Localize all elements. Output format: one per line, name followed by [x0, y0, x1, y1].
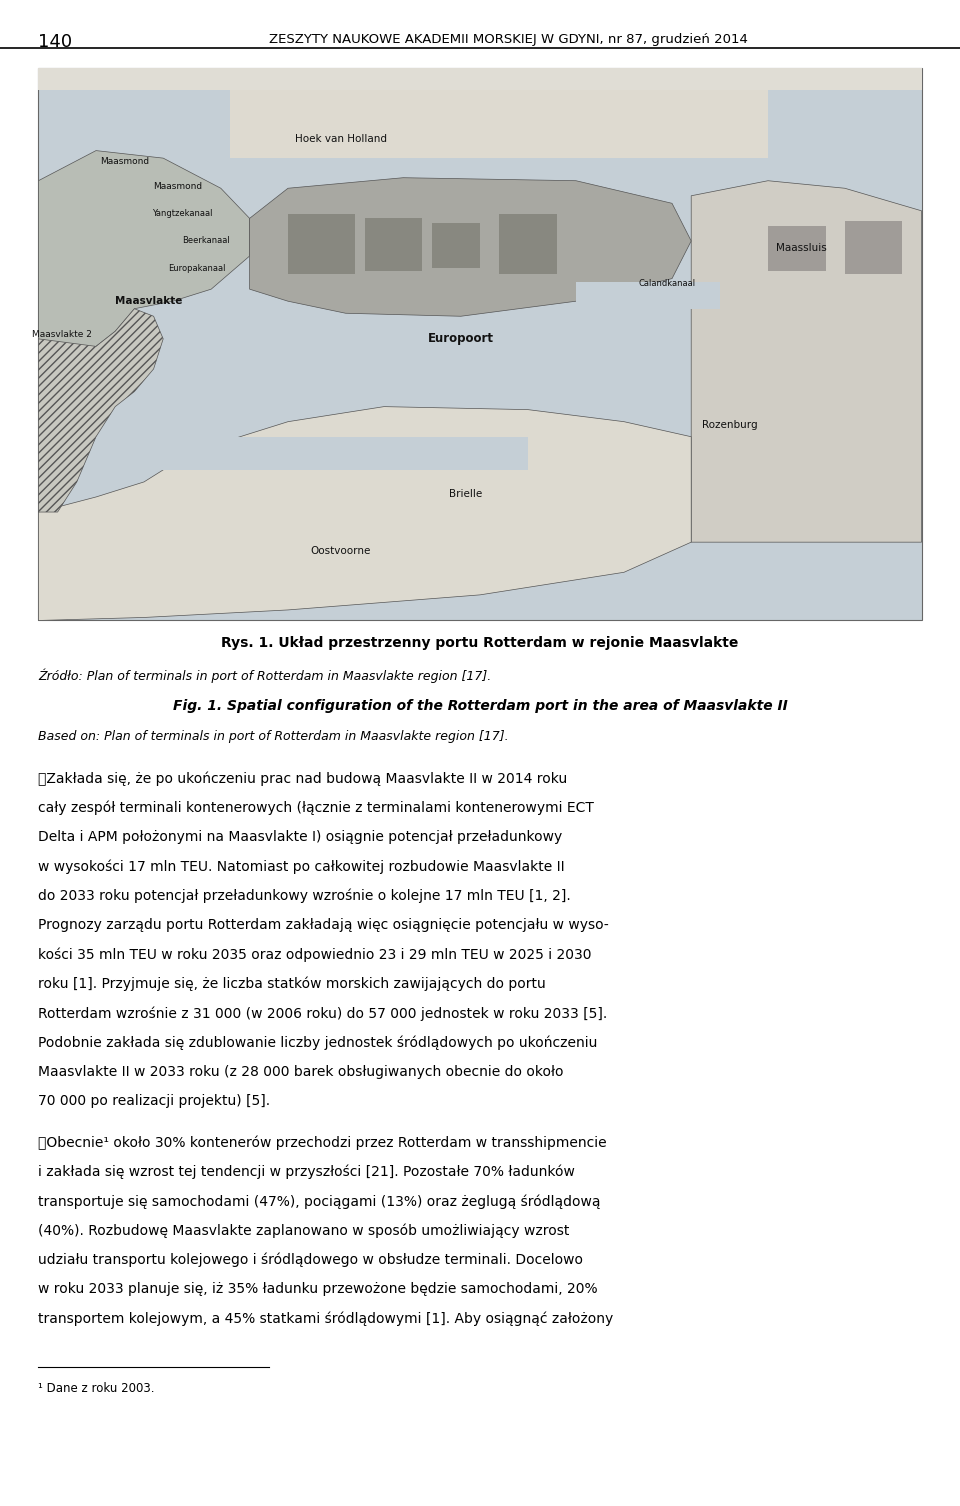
Text: Maasvlakte: Maasvlakte: [115, 297, 182, 306]
Text: Hoek van Holland: Hoek van Holland: [295, 134, 387, 143]
Bar: [499, 214, 557, 274]
Bar: [230, 68, 768, 158]
Text: Calandkanaal: Calandkanaal: [638, 279, 696, 288]
Text: Maasvlakte 2: Maasvlakte 2: [33, 330, 92, 339]
Text: Oostvoorne: Oostvoorne: [311, 547, 371, 556]
Text: Zakłada się, że po ukończeniu prac nad budową Maasvlakte II w 2014 roku: Zakłada się, że po ukończeniu prac nad b…: [38, 771, 567, 786]
Text: Źródło: Plan of terminals in port of Rotterdam in Maasvlakte region [17].: Źródło: Plan of terminals in port of Rot…: [38, 669, 492, 684]
Text: Europakanaal: Europakanaal: [168, 264, 226, 273]
Text: Maassluis: Maassluis: [777, 244, 827, 253]
Polygon shape: [38, 309, 163, 512]
Text: Maasmond: Maasmond: [100, 157, 150, 166]
Text: Fig. 1. Spatial configuration of the Rotterdam port in the area of Maasvlakte II: Fig. 1. Spatial configuration of the Rot…: [173, 699, 787, 712]
Text: w roku 2033 planuje się, iż 35% ładunku przewożone będzie samochodami, 20%: w roku 2033 planuje się, iż 35% ładunku …: [38, 1283, 598, 1297]
Text: ¹ Dane z roku 2003.: ¹ Dane z roku 2003.: [38, 1383, 155, 1395]
Polygon shape: [38, 151, 250, 346]
Text: cały zespół terminali kontenerowych (łącznie z terminalami kontenerowymi ECT: cały zespół terminali kontenerowych (łąc…: [38, 801, 594, 815]
Text: Rys. 1. Układ przestrzenny portu Rotterdam w rejonie Maasvlakte: Rys. 1. Układ przestrzenny portu Rotterd…: [222, 636, 738, 649]
Text: Based on: Plan of terminals in port of Rotterdam in Maasvlakte region [17].: Based on: Plan of terminals in port of R…: [38, 730, 509, 744]
Text: Prognozy zarządu portu Rotterdam zakładają więc osiągnięcie potencjału w wyso-: Prognozy zarządu portu Rotterdam zakłada…: [38, 919, 610, 932]
Text: Maasvlakte II w 2033 roku (z 28 000 barek obsługiwanych obecnie do około: Maasvlakte II w 2033 roku (z 28 000 bare…: [38, 1065, 564, 1078]
Bar: [576, 282, 720, 309]
Text: Rozenburg: Rozenburg: [702, 420, 757, 429]
Text: 140: 140: [38, 33, 73, 51]
Bar: [432, 223, 480, 268]
Text: transportem kolejowym, a 45% statkami śródlądowymi [1]. Aby osiągnąć założony: transportem kolejowym, a 45% statkami śr…: [38, 1312, 613, 1327]
Text: Maasmond: Maasmond: [153, 182, 203, 191]
Text: Brielle: Brielle: [449, 489, 482, 498]
Text: Obecnie¹ około 30% kontenerów przechodzi przez Rotterdam w transshipmencie: Obecnie¹ około 30% kontenerów przechodzi…: [38, 1136, 607, 1151]
Text: Podobnie zakłada się zdublowanie liczby jednostek śródlądowych po ukończeniu: Podobnie zakłada się zdublowanie liczby …: [38, 1036, 598, 1050]
Text: ZESZYTY NAUKOWE AKADEMII MORSKIEJ W GDYNI, nr 87, grudzień 2014: ZESZYTY NAUKOWE AKADEMII MORSKIEJ W GDYN…: [270, 33, 748, 47]
Bar: [144, 437, 528, 470]
Text: Europoort: Europoort: [428, 333, 493, 345]
Text: udziału transportu kolejowego i śródlądowego w obsłudze terminali. Docelowo: udziału transportu kolejowego i śródlądo…: [38, 1253, 584, 1268]
Polygon shape: [250, 178, 691, 316]
Text: kości 35 mln TEU w roku 2035 oraz odpowiednio 23 i 29 mln TEU w 2025 i 2030: kości 35 mln TEU w roku 2035 oraz odpowi…: [38, 947, 592, 962]
Bar: [288, 214, 355, 274]
Text: Rotterdam wzrośnie z 31 000 (w 2006 roku) do 57 000 jednostek w roku 2033 [5].: Rotterdam wzrośnie z 31 000 (w 2006 roku…: [38, 1006, 608, 1021]
Text: Yangtzekanaal: Yangtzekanaal: [152, 209, 213, 218]
Bar: [38, 68, 922, 620]
Text: (40%). Rozbudowę Maasvlakte zaplanowano w sposób umożliwiający wzrost: (40%). Rozbudowę Maasvlakte zaplanowano …: [38, 1223, 570, 1238]
Text: i zakłada się wzrost tej tendencji w przyszłości [21]. Pozostałe 70% ładunków: i zakłada się wzrost tej tendencji w prz…: [38, 1166, 575, 1179]
Polygon shape: [691, 181, 922, 542]
Bar: [365, 218, 422, 271]
Text: transportuje się samochodami (47%), pociągami (13%) oraz żeglugą śródlądową: transportuje się samochodami (47%), poci…: [38, 1194, 601, 1209]
Bar: [38, 68, 922, 90]
Text: roku [1]. Przyjmuje się, że liczba statków morskich zawijających do portu: roku [1]. Przyjmuje się, że liczba statk…: [38, 977, 546, 991]
Text: do 2033 roku potencjał przeładunkowy wzrośnie o kolejne 17 mln TEU [1, 2].: do 2033 roku potencjał przeładunkowy wzr…: [38, 889, 571, 904]
Bar: [845, 221, 902, 274]
Polygon shape: [38, 407, 691, 620]
Bar: [768, 226, 826, 271]
Text: w wysokości 17 mln TEU. Natomiast po całkowitej rozbudowie Maasvlakte II: w wysokości 17 mln TEU. Natomiast po cał…: [38, 858, 565, 873]
Text: Delta i APM położonymi na Maasvlakte I) osiągnie potencjał przeładunkowy: Delta i APM położonymi na Maasvlakte I) …: [38, 830, 563, 843]
Text: Beerkanaal: Beerkanaal: [182, 236, 230, 245]
Text: 70 000 po realizacji projektu) [5].: 70 000 po realizacji projektu) [5].: [38, 1093, 271, 1108]
